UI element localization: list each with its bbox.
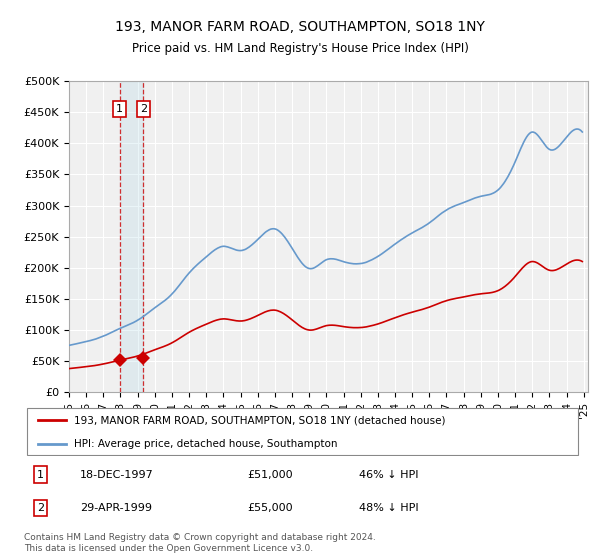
Text: 2: 2 <box>37 503 44 513</box>
Text: 2: 2 <box>140 104 147 114</box>
Text: Contains HM Land Registry data © Crown copyright and database right 2024.
This d: Contains HM Land Registry data © Crown c… <box>24 533 376 553</box>
Text: 1: 1 <box>37 470 44 479</box>
Text: Price paid vs. HM Land Registry's House Price Index (HPI): Price paid vs. HM Land Registry's House … <box>131 42 469 55</box>
FancyBboxPatch shape <box>27 408 578 455</box>
Text: £55,000: £55,000 <box>247 503 293 513</box>
Text: 29-APR-1999: 29-APR-1999 <box>80 503 152 513</box>
Text: 48% ↓ HPI: 48% ↓ HPI <box>359 503 418 513</box>
Text: 193, MANOR FARM ROAD, SOUTHAMPTON, SO18 1NY (detached house): 193, MANOR FARM ROAD, SOUTHAMPTON, SO18 … <box>74 415 446 425</box>
Text: £51,000: £51,000 <box>247 470 293 479</box>
Text: HPI: Average price, detached house, Southampton: HPI: Average price, detached house, Sout… <box>74 439 338 449</box>
Text: 46% ↓ HPI: 46% ↓ HPI <box>359 470 418 479</box>
Text: 1: 1 <box>116 104 123 114</box>
Text: 193, MANOR FARM ROAD, SOUTHAMPTON, SO18 1NY: 193, MANOR FARM ROAD, SOUTHAMPTON, SO18 … <box>115 20 485 34</box>
Bar <box>120 81 143 392</box>
Text: 18-DEC-1997: 18-DEC-1997 <box>80 470 154 479</box>
